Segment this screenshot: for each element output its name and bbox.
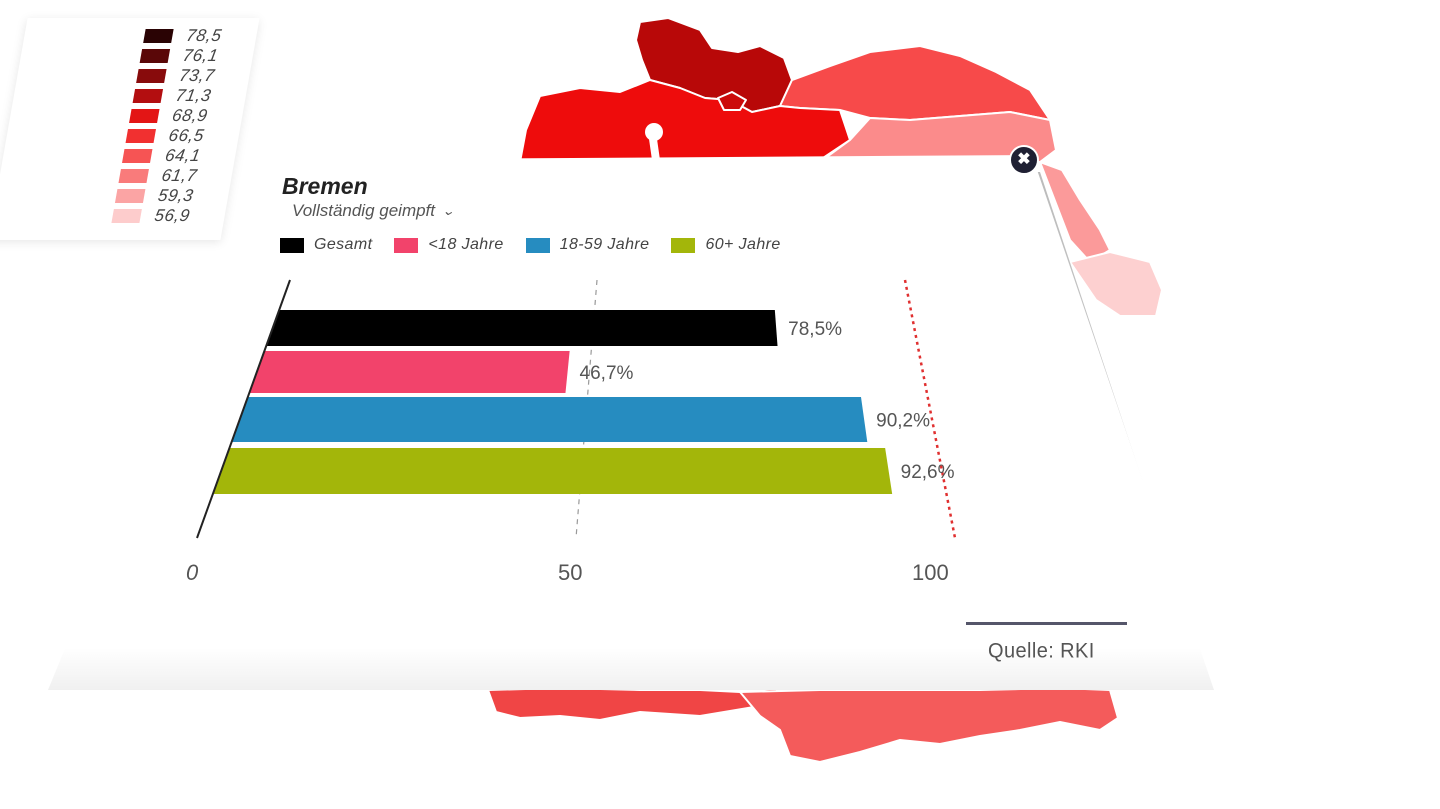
legend-item: 68,9 <box>9 106 245 126</box>
legend-swatch <box>143 29 174 43</box>
source-divider <box>966 622 1127 625</box>
metric-dropdown-label: Vollständig geimpft <box>292 201 436 220</box>
close-icon: ✖ <box>1017 151 1031 168</box>
series-legend-item: <18 Jahre <box>394 236 503 254</box>
series-legend: Gesamt <18 Jahre 18-59 Jahre 60+ Jahre <box>280 236 803 254</box>
legend-value: 71,3 <box>174 86 213 105</box>
series-legend-swatch <box>671 237 696 253</box>
legend-item: 78,5 <box>23 26 259 46</box>
legend-value: 66,5 <box>167 126 206 145</box>
legend-value: 76,1 <box>181 46 220 65</box>
series-legend-item: Gesamt <box>280 236 372 254</box>
legend-value: 64,1 <box>163 146 203 165</box>
series-legend-item: 60+ Jahre <box>671 236 780 254</box>
legend-swatch <box>114 189 146 203</box>
source-label: Quelle: RKI <box>988 639 1095 663</box>
series-legend-item: 18-59 Jahre <box>525 236 650 254</box>
series-legend-swatch <box>525 237 550 253</box>
legend-swatch <box>122 149 153 163</box>
legend-swatch <box>111 209 142 223</box>
legend-swatch <box>125 129 156 143</box>
legend-swatch <box>118 169 149 183</box>
legend-value: 61,7 <box>160 166 199 185</box>
legend-swatch <box>139 49 171 63</box>
legend-item: 66,5 <box>5 126 241 146</box>
series-legend-label: Gesamt <box>314 236 373 253</box>
metric-dropdown[interactable]: Vollständig geimpft ⌄ <box>292 201 455 221</box>
legend-swatch <box>132 89 164 103</box>
map-region-sachsen[interactable] <box>1039 161 1111 263</box>
chevron-down-icon: ⌄ <box>441 204 455 218</box>
legend-item: 76,1 <box>19 46 255 66</box>
popup-title: Bremen <box>282 173 368 199</box>
legend-value: 73,7 <box>177 66 217 85</box>
map-region-south-east[interactable] <box>739 687 1119 763</box>
legend-value: 59,3 <box>156 186 196 205</box>
legend-item: 71,3 <box>12 86 248 106</box>
legend-item: 64,1 <box>1 146 237 166</box>
legend-item: 61,7 <box>0 166 233 186</box>
legend-value: 78,5 <box>184 26 224 45</box>
map-region-bremen[interactable] <box>717 91 747 111</box>
series-legend-label: 18-59 Jahre <box>559 236 650 253</box>
legend-swatch <box>136 69 167 83</box>
legend-item: 59,3 <box>0 186 230 206</box>
series-legend-label: 60+ Jahre <box>705 236 781 253</box>
legend-value: 68,9 <box>170 106 210 125</box>
legend-value: 56,9 <box>153 206 192 225</box>
series-legend-label: <18 Jahre <box>428 236 504 253</box>
series-legend-swatch <box>280 237 304 253</box>
map-region-south-west[interactable] <box>487 687 781 721</box>
legend-item: 73,7 <box>16 66 252 86</box>
legend-item: 56,9 <box>0 206 226 226</box>
color-legend: 78,5 76,1 73,7 71,3 68,9 66,5 64,1 61,7 59,3 56,9 <box>0 18 260 240</box>
series-legend-swatch <box>394 237 419 253</box>
close-button[interactable]: ✖ <box>1009 145 1039 175</box>
legend-swatch <box>129 109 160 123</box>
map-region-bayern-east[interactable] <box>1069 251 1163 317</box>
